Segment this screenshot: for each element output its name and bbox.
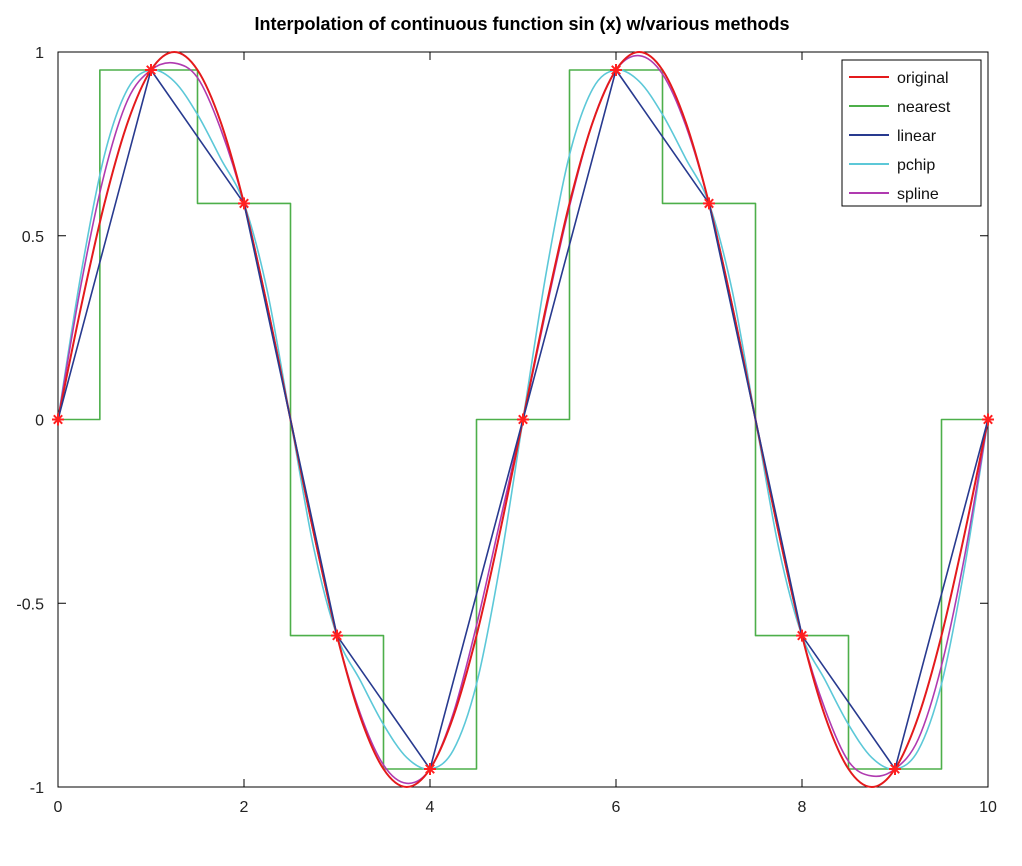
sample-point-marker <box>52 413 64 426</box>
asterisk-stroke <box>239 198 249 209</box>
legend-label-original: original <box>897 70 949 87</box>
sample-point-marker <box>610 64 622 77</box>
sample-point-marker <box>238 197 250 210</box>
sample-point-marker <box>424 762 436 775</box>
x-tick-label: 2 <box>240 799 249 816</box>
sample-point-marker <box>796 629 808 642</box>
x-tick-label: 8 <box>798 799 807 816</box>
sample-point-marker <box>889 762 901 775</box>
asterisk-stroke <box>890 764 900 774</box>
sample-point-marker <box>145 64 157 77</box>
chart-title: Interpolation of continuous function sin… <box>255 14 790 34</box>
asterisk-stroke <box>797 630 807 641</box>
y-tick-label: 0.5 <box>22 229 44 246</box>
x-tick-label: 0 <box>54 799 63 816</box>
x-tick-label: 6 <box>612 799 621 816</box>
asterisk-stroke <box>704 198 714 209</box>
y-tick-label: -0.5 <box>16 596 44 613</box>
sample-point-marker <box>331 629 343 642</box>
y-tick-label: 0 <box>35 413 44 430</box>
asterisk-stroke <box>146 65 156 75</box>
x-tick-label: 4 <box>426 799 435 816</box>
legend-label-linear: linear <box>897 128 937 145</box>
sample-point-marker <box>517 413 529 426</box>
plot-area: 0 2 4 6 8 10 -1 -0.5 0 0.5 1 original nearest linear p… <box>16 45 997 816</box>
asterisk-stroke <box>332 630 342 641</box>
asterisk-stroke <box>425 764 435 774</box>
legend: original nearest linear pchip spline <box>841 59 982 207</box>
asterisk-stroke <box>983 414 993 425</box>
asterisk-stroke <box>53 414 63 425</box>
asterisk-stroke <box>518 414 528 425</box>
sample-point-marker <box>982 413 994 426</box>
asterisk-stroke <box>611 65 621 75</box>
legend-box <box>841 59 982 207</box>
legend-label-pchip: pchip <box>897 157 935 174</box>
legend-label-spline: spline <box>897 186 939 203</box>
legend-label-nearest: nearest <box>897 99 951 116</box>
y-tick-label: 1 <box>35 45 44 62</box>
x-tick-label: 10 <box>979 799 997 816</box>
sample-point-marker <box>703 197 715 210</box>
y-tick-label: -1 <box>30 780 44 797</box>
